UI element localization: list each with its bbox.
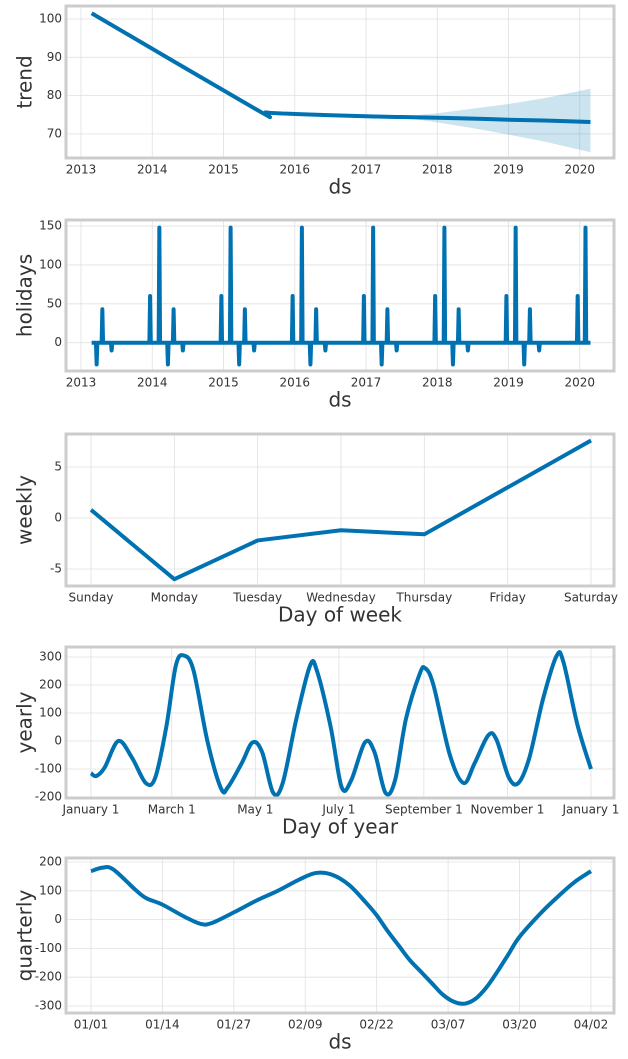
x-axis-label: ds xyxy=(328,388,351,412)
plot-frame xyxy=(64,4,616,160)
x-tick-label: Monday xyxy=(151,591,198,605)
x-tick-label: Thursday xyxy=(395,591,452,605)
x-axis-label: ds xyxy=(328,1030,351,1054)
x-tick-label: Tuesday xyxy=(232,591,282,605)
x-tick-label: 2013 xyxy=(66,163,97,177)
y-tick-label: 70 xyxy=(47,126,62,140)
x-tick-label: 03/20 xyxy=(502,1018,537,1032)
x-tick-label: 04/02 xyxy=(574,1018,609,1032)
line xyxy=(90,865,593,1006)
x-tick-label: 2013 xyxy=(66,376,97,390)
x-tick-label: 03/07 xyxy=(431,1018,466,1032)
y-axis-label: holidays xyxy=(13,254,37,337)
x-tick-label: 2015 xyxy=(208,163,239,177)
x-tick-label: 2020 xyxy=(565,376,596,390)
x-tick-label: March 1 xyxy=(148,803,196,817)
y-tick-label: 150 xyxy=(39,219,62,233)
y-tick-label: -100 xyxy=(35,941,62,955)
x-tick-label: September 1 xyxy=(385,803,463,817)
x-tick-label: Wednesday xyxy=(306,591,375,605)
y-tick-label: 90 xyxy=(47,50,62,64)
x-tick-label: Sunday xyxy=(69,591,114,605)
x-tick-label: 2016 xyxy=(279,376,310,390)
x-tick-label: Saturday xyxy=(564,591,618,605)
y-tick-label: -200 xyxy=(35,789,62,803)
plot-area xyxy=(66,6,614,158)
y-tick-label: -200 xyxy=(35,970,62,984)
y-tick-label: 200 xyxy=(39,855,62,869)
x-tick-label: 01/01 xyxy=(74,1018,109,1032)
y-tick-label: -300 xyxy=(35,998,62,1012)
x-tick-label: 2019 xyxy=(493,376,524,390)
x-tick-label: July 1 xyxy=(321,803,355,817)
x-axis-label: ds xyxy=(328,175,351,199)
line xyxy=(91,225,591,367)
y-tick-label: 0 xyxy=(54,733,62,747)
x-tick-label: 2017 xyxy=(351,376,382,390)
x-tick-label: 2018 xyxy=(422,163,453,177)
y-tick-label: 100 xyxy=(39,883,62,897)
x-tick-label: 2016 xyxy=(279,163,310,177)
x-tick-label: 2015 xyxy=(208,376,239,390)
x-tick-label: January 1 xyxy=(61,803,119,817)
line xyxy=(89,438,592,582)
x-tick-label: 2020 xyxy=(565,163,596,177)
y-tick-label: -5 xyxy=(50,561,62,575)
x-axis-label: Day of year xyxy=(282,815,399,839)
plot-area xyxy=(66,858,614,1013)
x-tick-label: 01/27 xyxy=(217,1018,252,1032)
y-tick-label: 80 xyxy=(47,88,62,102)
plot-frame xyxy=(64,218,616,373)
plot-frame xyxy=(64,856,616,1015)
x-tick-label: 2014 xyxy=(137,376,168,390)
line xyxy=(89,650,593,798)
plot-frame xyxy=(64,432,616,588)
x-tick-label: 02/09 xyxy=(288,1018,323,1032)
x-tick-label: November 1 xyxy=(470,803,544,817)
y-tick-label: 100 xyxy=(39,705,62,719)
plot-frame xyxy=(64,645,616,800)
y-tick-label: 0 xyxy=(54,511,62,525)
x-tick-label: 2019 xyxy=(493,163,524,177)
x-tick-label: 2018 xyxy=(422,376,453,390)
y-tick-label: 0 xyxy=(54,335,62,349)
x-tick-label: Friday xyxy=(489,591,525,605)
plot-area xyxy=(66,434,614,586)
x-tick-label: 2014 xyxy=(137,163,168,177)
y-axis-label: quarterly xyxy=(13,890,37,982)
x-tick-label: January 1 xyxy=(562,803,620,817)
x-tick-label: May 1 xyxy=(237,803,273,817)
x-axis-label: Day of week xyxy=(278,603,402,627)
line xyxy=(90,11,591,125)
x-tick-label: 2017 xyxy=(351,163,382,177)
y-tick-label: -100 xyxy=(35,761,62,775)
x-tick-label: 01/14 xyxy=(145,1018,180,1032)
x-tick-label: 02/22 xyxy=(359,1018,394,1032)
y-tick-label: 300 xyxy=(39,649,62,663)
y-axis-label: trend xyxy=(13,55,37,108)
y-tick-label: 100 xyxy=(39,12,62,26)
y-tick-label: 0 xyxy=(54,912,62,926)
y-tick-label: 200 xyxy=(39,677,62,691)
y-tick-label: 50 xyxy=(47,296,62,310)
y-tick-label: 100 xyxy=(39,257,62,271)
y-tick-label: 5 xyxy=(54,460,62,474)
y-axis-label: weekly xyxy=(13,475,37,545)
y-axis-label: yearly xyxy=(13,691,37,753)
